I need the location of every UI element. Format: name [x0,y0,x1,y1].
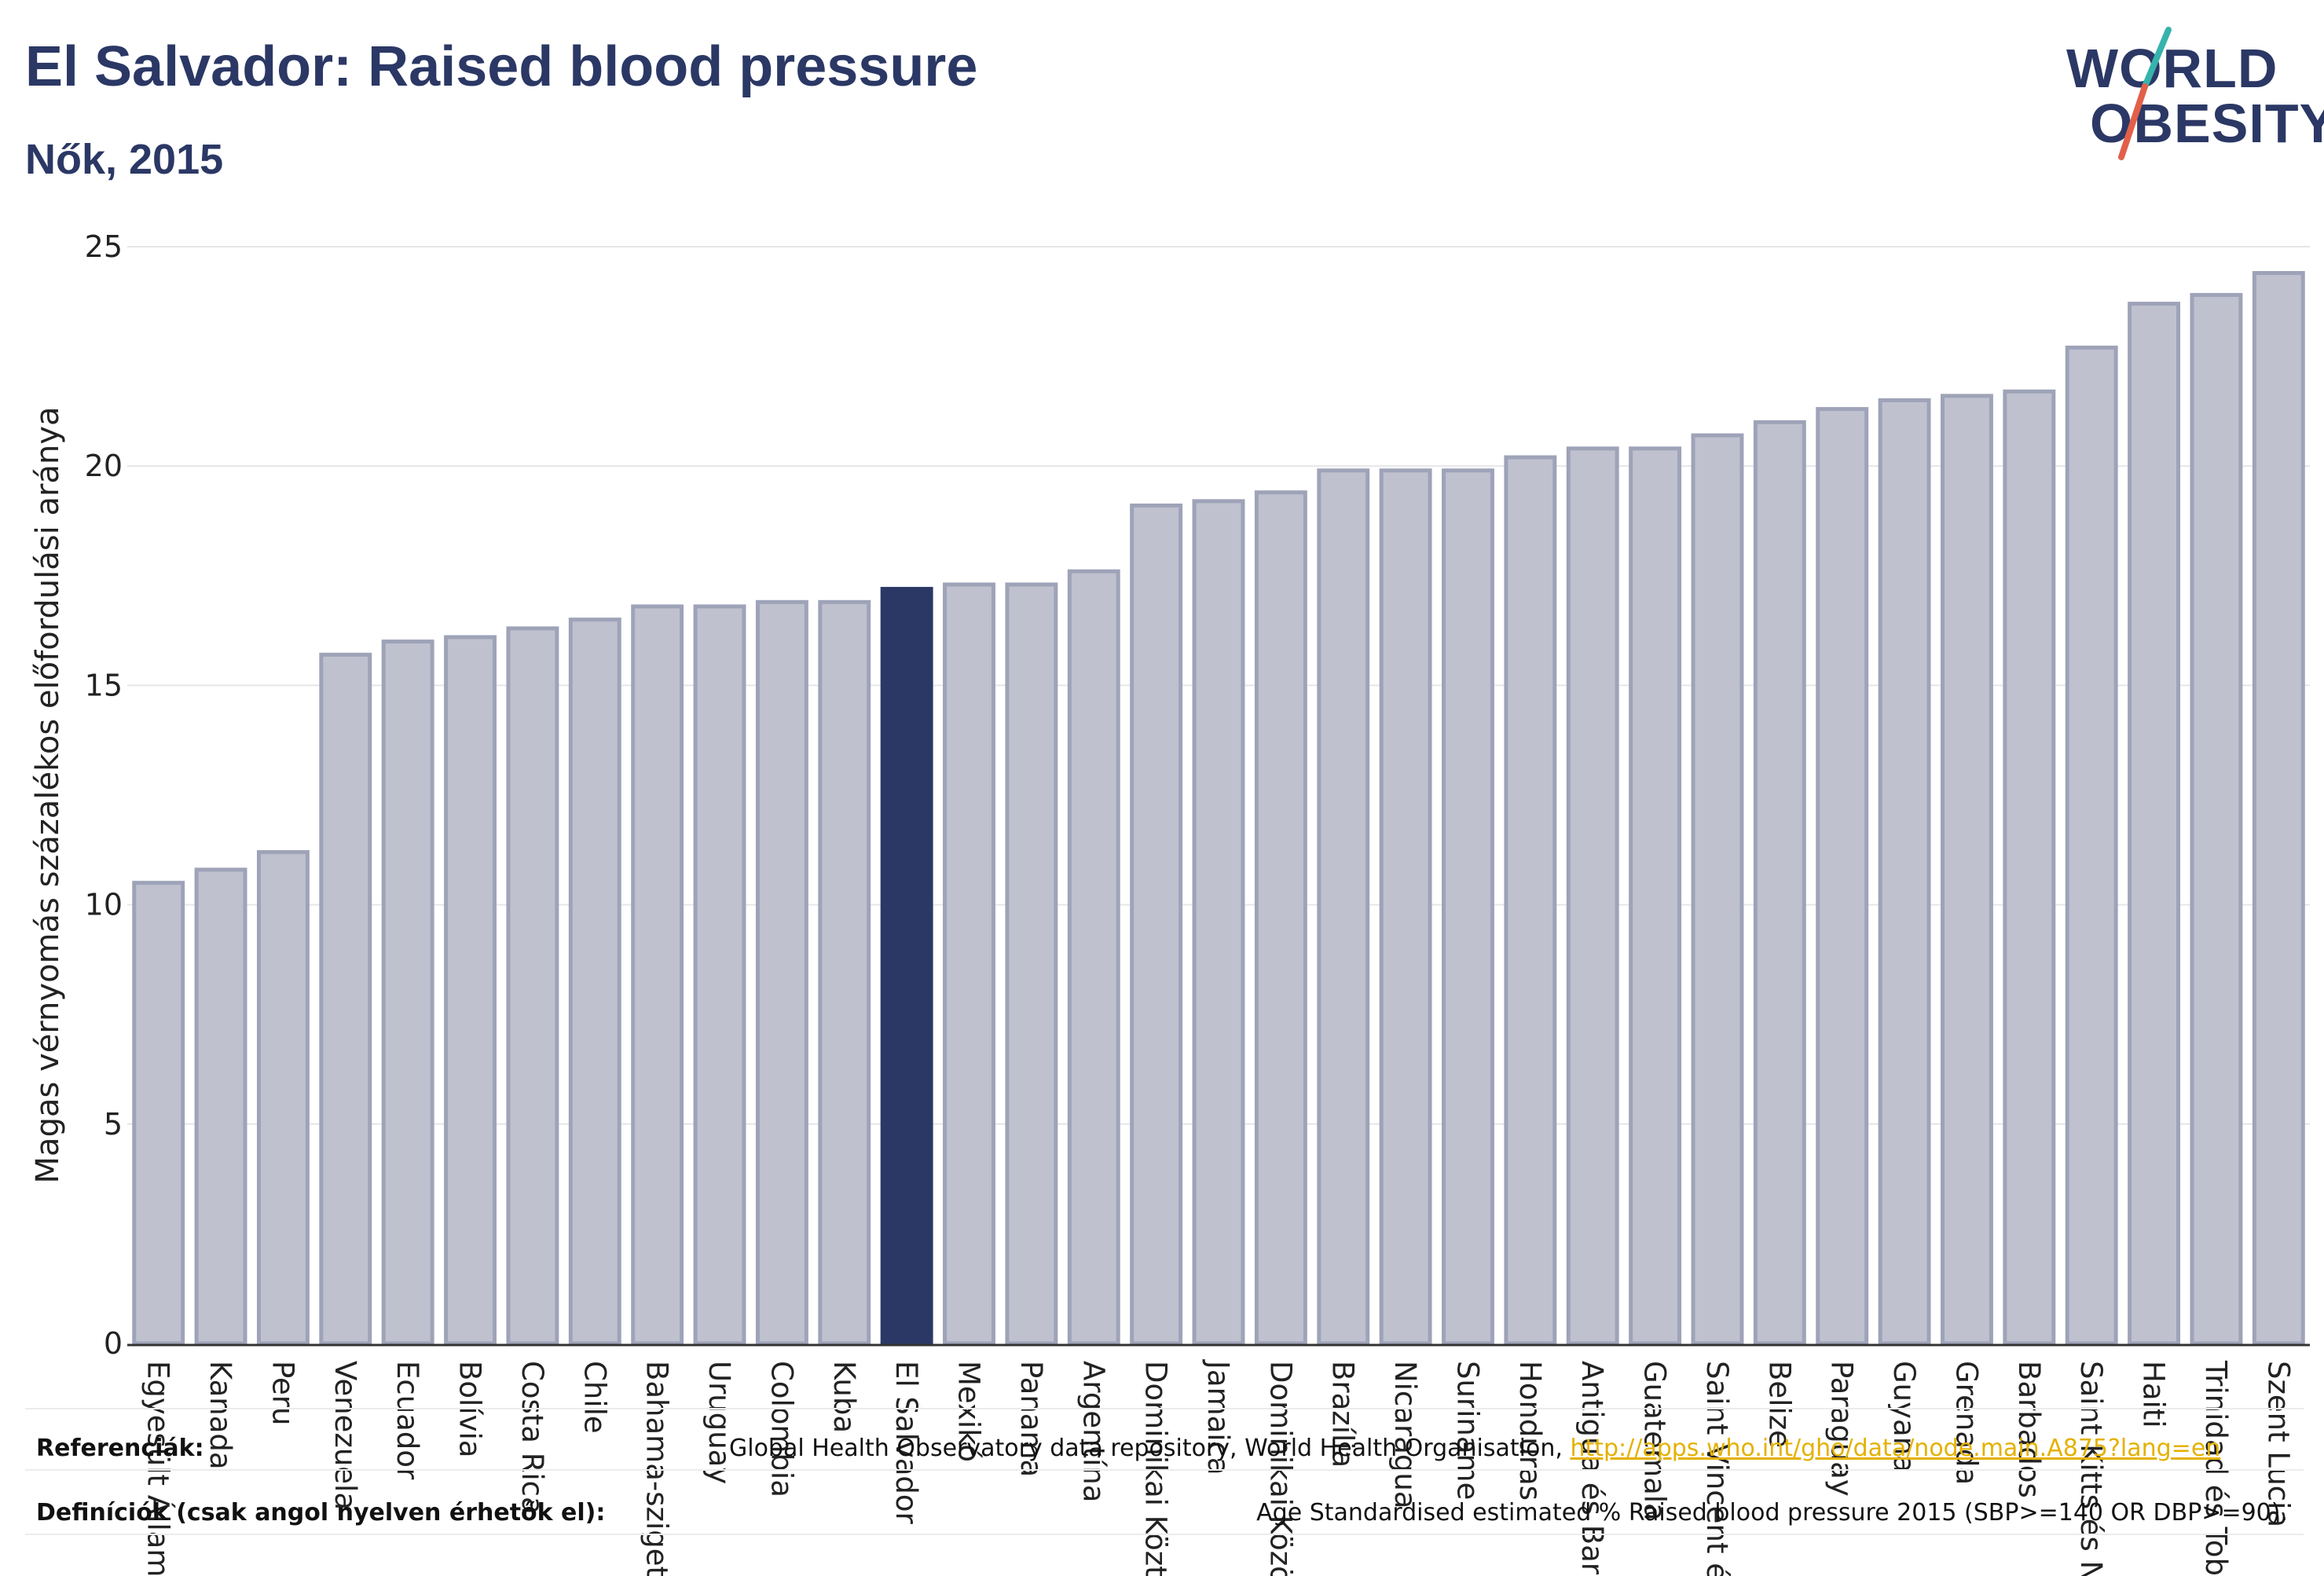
bar [755,599,808,1346]
bar [132,881,185,1346]
x-tick-label: Panama [1014,1361,1048,1477]
bar [693,604,746,1346]
bar [1192,499,1245,1346]
x-tick-label: Argentína [1076,1361,1110,1502]
bar [381,640,434,1346]
x-tick-label: Costa Rica [515,1361,549,1515]
y-tick-label: 10 [85,888,123,922]
x-tick-label: Saint Kitts és N [2074,1361,2108,1576]
bar [1379,468,1432,1346]
x-tick-label: Brazília [1326,1361,1360,1468]
references-label: Referenciák: [36,1435,204,1462]
bar [506,626,559,1346]
bar [444,635,497,1346]
y-axis-label: Magas vérnyomás százalékos előfordulási … [30,407,66,1184]
x-tick-label: Ecuador [390,1361,424,1480]
x-tick-label: Saint Vincent é [1700,1361,1734,1576]
x-tick-label: Colombia [764,1361,798,1497]
references-source: Global Health Observatory data repositor… [729,1435,1563,1462]
x-tick-label: Kuba [827,1361,861,1433]
x-tick-label: Egyesült Állam [141,1361,176,1576]
x-tick-label: Paraguay [1825,1361,1859,1497]
y-tick-label: 0 [104,1326,123,1361]
bar [1691,433,1744,1346]
bar [818,599,871,1346]
x-tick-label: Guyana [1887,1361,1921,1473]
x-tick-label: Peru [266,1361,299,1425]
bar [2065,345,2118,1346]
bar [1566,446,1619,1346]
x-tick-label: Guatemala [1638,1361,1672,1521]
definitions-text: Age Standardised estimated % Raised bloo… [1256,1499,2288,1527]
bar [631,604,684,1346]
x-tick-label: Mexikó [952,1361,986,1462]
bar [1254,490,1307,1346]
x-tick-label: Barbados [2012,1361,2046,1498]
y-tick-label: 20 [85,449,123,483]
footer-divider-top [25,1408,2304,1409]
references-link[interactable]: http://apps.who.int/gho/data/node.main.A… [1570,1435,2221,1462]
x-tick-label: Dominikai Közö [1263,1361,1297,1576]
x-tick-label: Belize [1762,1361,1796,1448]
footer-divider-bottom [25,1534,2304,1535]
x-tick-label: Venezuela [328,1361,362,1510]
bar [1130,503,1183,1346]
x-tick-label: Honduras [1513,1361,1547,1501]
x-tick-label: Antigua és Bar [1575,1361,1609,1575]
world-obesity-logo: WORLD OBESITY [2058,24,2324,165]
y-tick-label: 25 [85,229,123,264]
bar [1442,468,1494,1346]
bar [1504,455,1557,1346]
x-tick-label: Uruguay [702,1361,736,1484]
footer-divider-middle [25,1469,2304,1471]
x-tick-label: Grenada [1949,1361,1983,1485]
bar [194,867,247,1346]
logo-slash-icon [2118,27,2172,160]
x-tick-label: Kanada [203,1361,237,1470]
chart-title: El Salvador: Raised blood pressure [25,35,978,98]
bar [1878,398,1931,1346]
x-tick-label: Dominikai Közt [1139,1361,1173,1576]
bar [2003,389,2056,1346]
bar [1629,446,1682,1346]
x-tick-label: Jamaica [1201,1359,1235,1475]
bar [943,582,995,1346]
logo-line-1: WORLD [2066,38,2278,99]
x-tick-label: Nicaragua [1388,1361,1422,1508]
x-tick-label: Szent Lucia [2261,1361,2295,1527]
y-tick-label: 5 [104,1107,123,1142]
x-tick-label: El Salvador [889,1361,923,1525]
bar [2190,292,2243,1346]
bar [1067,569,1120,1346]
bar [256,850,310,1346]
x-tick-label: Haiti [2137,1361,2171,1428]
bar [568,618,621,1346]
bar [2128,302,2181,1346]
x-tick-label: Suriname [1450,1361,1484,1500]
definitions-label: Definíciók (csak angol nyelven érhetők e… [36,1499,606,1527]
y-tick-label: 15 [85,668,123,702]
bar [1941,394,1993,1346]
bar [1816,407,1869,1346]
bar-highlighted [880,587,933,1346]
bar [1753,420,1806,1346]
chart-subtitle: Nők, 2015 [25,136,224,183]
x-tick-label: Bahama-szigetek [640,1361,674,1576]
bar [319,652,372,1346]
x-tick-label: Trinidad és Tob [2199,1360,2233,1576]
bar [1317,468,1370,1346]
x-tick-label: Chile [577,1361,611,1434]
bar [2252,271,2305,1346]
references-text: Global Health Observatory data repositor… [729,1435,2220,1462]
bar [1005,582,1058,1346]
